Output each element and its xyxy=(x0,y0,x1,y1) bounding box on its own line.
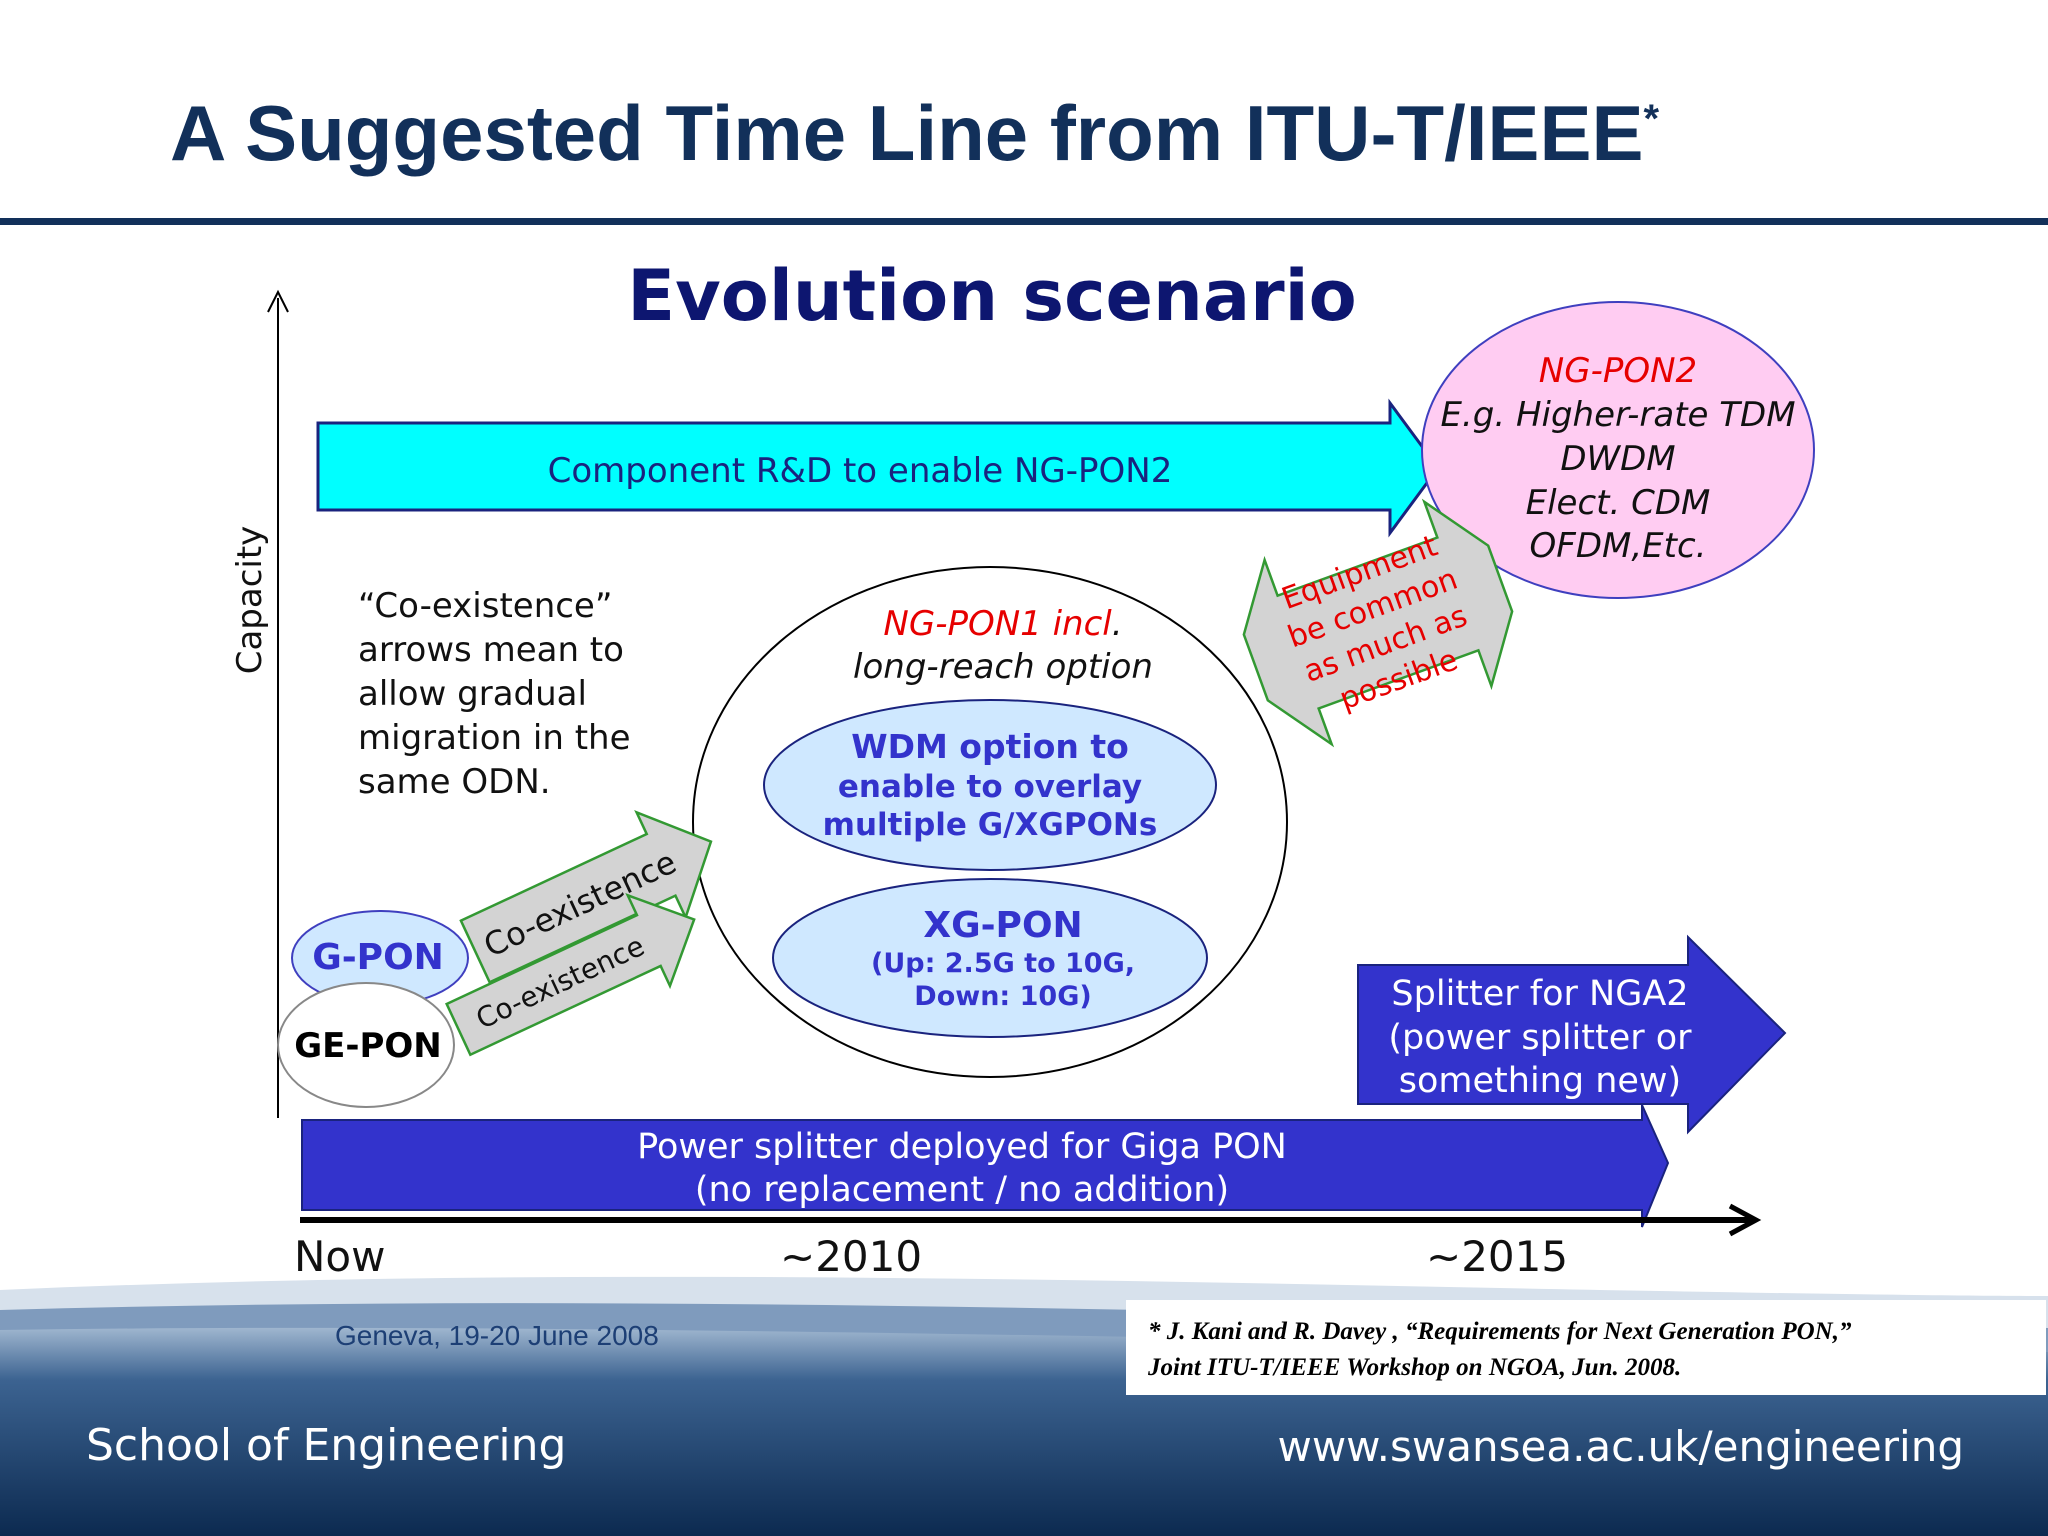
title-divider xyxy=(0,218,2048,225)
ngpon2-line: Elect. CDM xyxy=(1526,483,1711,523)
xgpon-line: (Up: 2.5G to 10G, xyxy=(871,948,1135,979)
wdm-line: enable to overlay xyxy=(838,769,1142,805)
power-splitter-line: Power splitter deployed for Giga PON xyxy=(637,1127,1287,1167)
splitter-nga2-line: (power splitter or xyxy=(1388,1018,1692,1058)
website-url: www.swansea.ac.uk/engineering xyxy=(1277,1422,1964,1471)
wdm-option-ellipse xyxy=(763,699,1217,871)
reference-line: * J. Kani and R. Davey , “Requirements f… xyxy=(1148,1318,1852,1345)
gepon-label: GE-PON xyxy=(294,1026,442,1066)
coexistence-note: “Co-existence” arrows mean to allow grad… xyxy=(358,584,698,804)
power-splitter-arrow xyxy=(301,1104,1670,1228)
timeline-2015: ~2015 xyxy=(1426,1232,1569,1281)
ngpon2-ellipse xyxy=(1421,301,1815,599)
reference-line: Joint ITU-T/IEEE Workshop on NGOA, Jun. … xyxy=(1148,1354,1682,1381)
note-line: allow gradual xyxy=(358,674,587,714)
component-rd-arrow xyxy=(316,398,1440,538)
splitter-nga2-line: Splitter for NGA2 xyxy=(1391,974,1688,1014)
ngpon2-title: NG-PON2 xyxy=(1539,351,1697,391)
xgpon-ellipse xyxy=(772,878,1208,1038)
note-line: “Co-existence” xyxy=(358,586,613,626)
xgpon-line: Down: 10G) xyxy=(914,981,1091,1012)
xgpon-title: XG-PON xyxy=(923,905,1082,946)
y-axis-arrowhead xyxy=(267,289,289,313)
note-line: migration in the xyxy=(358,718,631,758)
splitter-nga2-line: something new) xyxy=(1399,1061,1681,1101)
slide-title: A Suggested Time Line from ITU-T/IEEE* xyxy=(170,89,1660,177)
school-name: School of Engineering xyxy=(86,1420,567,1471)
ngpon2-line: E.g. Higher-rate TDM xyxy=(1440,395,1795,435)
ngpon1-title: NG-PON1 incl. xyxy=(883,604,1122,644)
note-line: arrows mean to xyxy=(358,630,624,670)
timeline-2010: ~2010 xyxy=(780,1232,923,1281)
gepon-ellipse xyxy=(277,982,455,1108)
timeline-now: Now xyxy=(294,1232,386,1281)
ngpon2-line: DWDM xyxy=(1560,439,1675,479)
note-line: same ODN. xyxy=(358,762,551,802)
ngpon1-subtitle: long-reach option xyxy=(853,647,1153,687)
ngpon2-line: OFDM,Etc. xyxy=(1530,526,1707,566)
splitter-nga2-arrow xyxy=(1357,934,1787,1135)
wdm-line: multiple G/XGPONs xyxy=(823,807,1158,843)
diagram-title: Evolution scenario xyxy=(627,255,1357,337)
y-axis-label: Capacity xyxy=(230,525,270,675)
gpon-label: G-PON xyxy=(312,937,444,978)
wdm-line: WDM option to xyxy=(851,727,1129,766)
power-splitter-line: (no replacement / no addition) xyxy=(695,1170,1229,1210)
reference-box: * J. Kani and R. Davey , “Requirements f… xyxy=(1126,1300,2046,1395)
event-location-date: Geneva, 19-20 June 2008 xyxy=(335,1320,659,1351)
time-axis-arrowhead xyxy=(1728,1203,1762,1237)
component-rd-label: Component R&D to enable NG-PON2 xyxy=(548,451,1173,491)
